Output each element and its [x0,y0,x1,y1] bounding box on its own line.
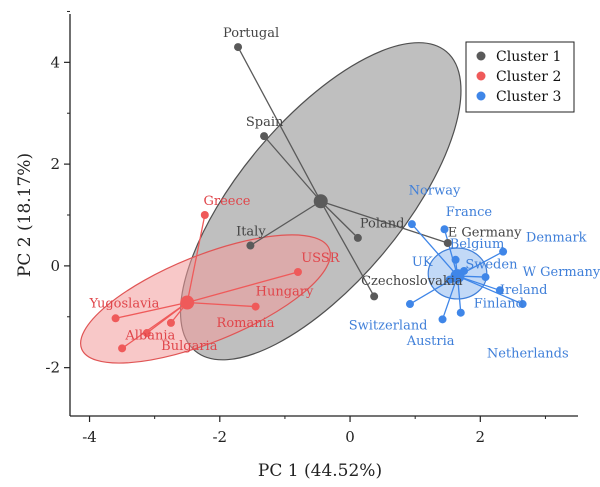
data-point [234,43,243,52]
data-point [246,241,255,250]
data-point [499,247,508,256]
data-point [166,318,175,327]
spoke-line [250,200,322,247]
data-point [370,292,379,301]
point-label: Netherlands [487,346,569,361]
point-label: Poland [360,217,405,232]
data-point [481,273,490,282]
legend: Cluster 1 Cluster 2 Cluster 3 [465,41,575,113]
x-tick-label: -4 [82,428,97,446]
spoke-line [187,301,256,308]
spoke-line [187,271,299,304]
point-label: Greece [204,194,251,209]
point-labels: Portugal Spain Italy Poland E Germany Czechos… [89,26,600,362]
axes: -4 -2 0 2 -2 0 2 4 [45,10,578,446]
legend-marker [476,91,486,101]
point-label: Romania [217,316,275,331]
legend-label: Cluster 1 [496,49,561,65]
data-point [405,300,414,309]
point-label: Norway [409,184,461,199]
y-tick-label: -2 [45,359,60,377]
spoke-line [186,214,206,303]
legend-marker [476,71,486,81]
y-tick-label: 0 [50,257,60,275]
spoke-line [441,275,459,320]
point-label: Finland [474,297,524,312]
data-point [407,220,416,229]
point-label: Portugal [223,26,279,41]
point-label: Sweden [465,257,518,272]
point-label: Denmark [526,230,587,245]
y-tick-label: 4 [50,53,60,71]
spoke-line [320,200,359,239]
data-point [118,344,127,353]
spoke-line [457,275,523,305]
x-axis-title: PC 1 (44.52%) [258,461,382,481]
cluster-centroid [450,269,465,284]
legend-label: Cluster 2 [496,69,561,85]
data-point [251,302,260,311]
legend-marker [476,51,486,61]
cluster-centroid [180,295,195,310]
point-label: France [446,205,493,220]
data-point [440,225,449,234]
cluster-ellipse-2 [80,234,331,364]
data-point [142,329,151,338]
x-tick-label: 0 [345,428,355,446]
data-point [518,300,527,309]
y-tick-label: 2 [50,155,60,173]
spoke-line [320,200,375,297]
spoke-line [237,46,322,202]
point-label: Yugoslavia [89,297,160,312]
x-tick-label: -2 [212,428,227,446]
point-label: USSR [301,251,341,266]
data-point [438,315,447,324]
data-point [260,132,269,141]
point-label: Bulgaria [161,339,218,354]
point-label: Belgium [450,237,505,252]
data-point [293,267,302,276]
point-label: Ireland [500,283,548,298]
data-point [443,238,452,247]
point-label: Italy [236,224,266,239]
legend-label: Cluster 3 [496,89,561,105]
point-label: Austria [406,334,455,349]
point-label: UK [412,255,433,270]
spoke-line [320,200,448,244]
spoke-line [411,223,459,277]
point-label: Hungary [256,284,314,299]
data-point [353,233,362,242]
y-axis-title: PC 2 (18.17%) [15,153,35,277]
spoke-line [115,301,188,319]
point-label: E Germany [448,225,522,240]
data-points [111,43,527,353]
data-point [451,255,460,264]
point-label: Switzerland [349,318,428,333]
point-label: Spain [246,115,284,130]
data-point [495,286,504,295]
x-tick-label: 2 [476,428,486,446]
point-label: Czechoslovakia [361,274,463,289]
point-label: Albania [124,329,175,344]
data-point [111,314,120,323]
point-label: W Germany [523,265,600,280]
spoke-line [263,135,322,202]
spoke-line [121,301,188,349]
data-point [456,308,465,317]
data-point [200,211,209,219]
spoke-line [443,229,459,277]
cluster-centroid [313,194,328,209]
